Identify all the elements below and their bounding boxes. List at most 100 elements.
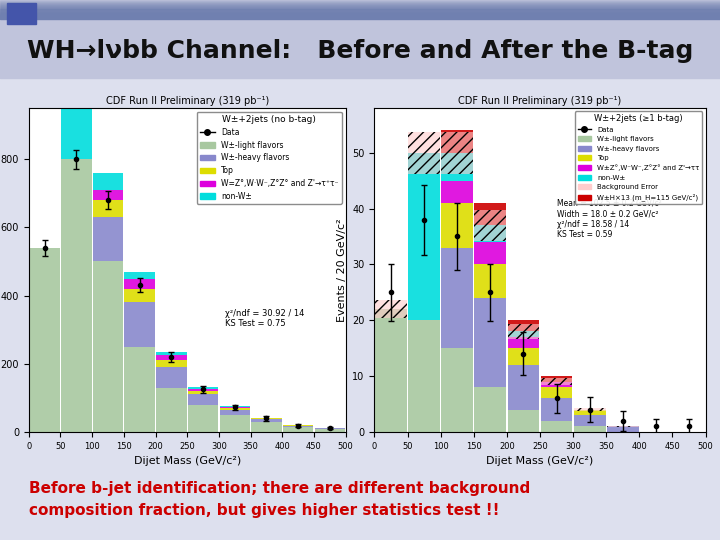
Bar xyxy=(188,404,218,432)
Bar xyxy=(541,421,572,432)
Bar xyxy=(125,289,155,302)
Bar xyxy=(251,419,282,422)
Bar xyxy=(0,9,720,10)
Bar xyxy=(574,415,606,427)
Bar xyxy=(607,427,639,432)
Bar xyxy=(125,347,155,432)
Bar xyxy=(156,388,186,432)
Bar xyxy=(0,18,720,19)
Bar xyxy=(0,0,720,78)
Bar xyxy=(125,302,155,347)
Bar xyxy=(315,429,345,432)
Legend: Data, W±-light flavors, W±-heavy flavors, Top, W=Z°,W·W⁻,Z°Z° and Z'→τ⁺τ⁻, non-W: Data, W±-light flavors, W±-heavy flavors… xyxy=(197,112,342,204)
Bar xyxy=(188,395,218,404)
Bar xyxy=(441,130,473,153)
Bar xyxy=(441,248,473,348)
Bar xyxy=(0,14,720,15)
Bar xyxy=(0,3,720,4)
Bar xyxy=(30,248,60,432)
Bar xyxy=(220,407,250,408)
Bar xyxy=(441,132,473,174)
Bar xyxy=(607,426,639,427)
Bar xyxy=(93,190,123,200)
Bar xyxy=(441,180,473,203)
Bar xyxy=(408,132,440,174)
Bar xyxy=(0,10,720,11)
Bar xyxy=(508,332,539,337)
Bar xyxy=(508,348,539,365)
Bar xyxy=(0,5,720,6)
Bar xyxy=(125,272,155,279)
Bar xyxy=(0,15,720,16)
Bar xyxy=(0,6,720,8)
Bar xyxy=(0,16,720,17)
Bar xyxy=(375,309,407,432)
Bar xyxy=(0,1,720,2)
Bar xyxy=(474,242,506,265)
Bar xyxy=(315,428,345,429)
Bar xyxy=(508,337,539,348)
Bar xyxy=(474,203,506,225)
Bar xyxy=(0,2,720,3)
Bar xyxy=(474,387,506,432)
Text: Mean = 102.5 ± 0.2 GeV/c²
Width = 18.0 ± 0.2 GeV/c²
χ²/ndf = 18.58 / 14
KS Test : Mean = 102.5 ± 0.2 GeV/c² Width = 18.0 ±… xyxy=(557,199,661,239)
Bar xyxy=(188,391,218,395)
Bar xyxy=(541,382,572,387)
Text: χ²/ndf = 30.92 / 14
KS Test = 0.75: χ²/ndf = 30.92 / 14 KS Test = 0.75 xyxy=(225,309,305,328)
Bar xyxy=(0,4,720,5)
Y-axis label: Events / 20 GeV/c²: Events / 20 GeV/c² xyxy=(337,218,347,322)
Bar xyxy=(541,399,572,421)
Legend: Data, W±-light flavors, W±-heavy flavors, Top, W±Z°,W⁻W⁻,Z°Z° and Z'→ττ, non-W±,: Data, W±-light flavors, W±-heavy flavors… xyxy=(575,111,702,204)
Title: CDF Run II Preliminary (319 pb⁻¹): CDF Run II Preliminary (319 pb⁻¹) xyxy=(459,96,621,106)
Bar xyxy=(541,376,572,382)
Bar xyxy=(156,367,186,388)
Bar xyxy=(441,203,473,248)
Bar xyxy=(0,13,720,14)
Bar xyxy=(408,320,440,432)
Bar xyxy=(0,9,720,10)
Bar xyxy=(508,410,539,432)
Bar xyxy=(188,387,218,389)
Bar xyxy=(508,320,539,332)
Bar xyxy=(220,408,250,410)
Bar xyxy=(93,173,123,190)
Bar xyxy=(283,427,313,432)
Bar xyxy=(125,279,155,289)
Bar xyxy=(0,12,720,13)
Bar xyxy=(93,200,123,217)
Bar xyxy=(0,8,720,9)
Bar xyxy=(0,17,720,18)
Bar xyxy=(508,324,539,339)
Bar xyxy=(375,300,407,318)
Bar xyxy=(441,153,473,180)
Bar xyxy=(408,153,440,320)
Bar xyxy=(0,11,720,12)
Bar xyxy=(93,217,123,261)
Bar xyxy=(0,5,720,6)
Bar xyxy=(93,261,123,432)
Bar xyxy=(283,426,313,427)
Bar xyxy=(574,410,606,415)
Bar xyxy=(156,352,186,355)
Bar xyxy=(220,415,250,432)
Bar xyxy=(541,387,572,399)
Bar xyxy=(251,418,282,419)
Bar xyxy=(474,298,506,387)
Bar xyxy=(61,0,91,159)
Bar xyxy=(220,410,250,415)
Bar xyxy=(474,210,506,241)
Bar xyxy=(541,378,572,386)
Bar xyxy=(251,422,282,432)
Bar xyxy=(156,360,186,367)
Bar xyxy=(188,389,218,391)
Bar xyxy=(474,265,506,298)
Text: Before b-jet identification; there are different background: Before b-jet identification; there are d… xyxy=(29,481,530,496)
Bar xyxy=(441,348,473,432)
X-axis label: Dijet Mass (GeV/c²): Dijet Mass (GeV/c²) xyxy=(134,456,240,466)
Text: composition fraction, but gives higher statistics test !!: composition fraction, but gives higher s… xyxy=(29,503,499,518)
X-axis label: Dijet Mass (GeV/c²): Dijet Mass (GeV/c²) xyxy=(487,456,593,466)
Bar xyxy=(474,225,506,242)
Bar xyxy=(0,0,720,1)
Bar xyxy=(574,427,606,432)
Bar xyxy=(61,159,91,432)
